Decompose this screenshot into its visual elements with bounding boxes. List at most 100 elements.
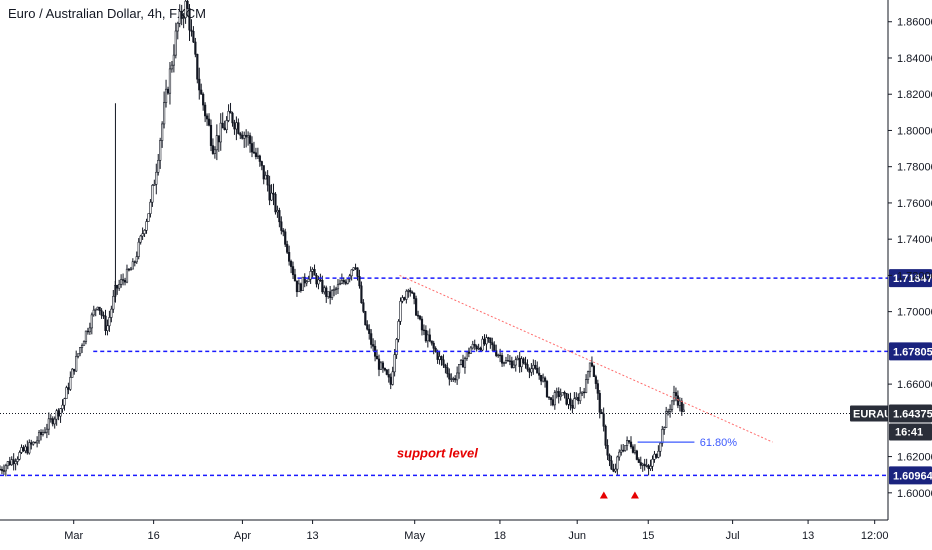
candle-body	[291, 266, 295, 275]
candle-body	[622, 449, 625, 452]
candle-body	[590, 362, 594, 367]
candle-body	[682, 409, 685, 412]
candle-body	[485, 337, 488, 345]
candle-body	[649, 465, 652, 469]
candle-body	[319, 279, 322, 281]
candle-body	[92, 309, 95, 316]
candle-body	[475, 345, 478, 350]
candle-body	[448, 373, 451, 380]
candle-body	[245, 134, 248, 138]
candle-body	[172, 54, 175, 66]
candle-body	[73, 368, 76, 372]
candle-body	[166, 88, 170, 94]
candle-body	[493, 344, 496, 351]
candle-body	[616, 456, 619, 470]
candle-body	[436, 351, 439, 360]
candle-body	[219, 122, 222, 143]
candle-body	[231, 112, 234, 124]
candle-body	[192, 31, 195, 43]
candle-body	[477, 347, 480, 350]
candle-body	[82, 341, 86, 346]
candle-body	[391, 371, 394, 385]
candle-body	[270, 192, 273, 201]
candle-body	[540, 374, 543, 382]
chart-title: Euro / Australian Dollar, 4h, FXCM	[8, 6, 206, 21]
candle-body	[233, 122, 236, 130]
resistance-trendline	[399, 274, 773, 443]
candle-body	[440, 356, 443, 361]
candle-body	[260, 161, 263, 166]
candle-body	[612, 468, 615, 472]
candle-body	[655, 453, 658, 458]
candle-body	[352, 267, 355, 271]
candle-body	[626, 440, 629, 446]
candle-body	[289, 260, 293, 267]
candle-body	[217, 135, 220, 143]
candle-body	[643, 463, 646, 467]
candle-body	[645, 465, 648, 467]
candle-body	[243, 134, 246, 139]
candle-body	[497, 354, 500, 357]
candle-body	[178, 11, 181, 24]
candle-body	[274, 193, 277, 213]
candle-body	[395, 339, 398, 355]
candle-body	[532, 364, 535, 370]
candle-body	[680, 400, 683, 412]
candle-body	[538, 372, 541, 376]
candle-body	[413, 292, 416, 299]
candle-body	[65, 387, 68, 399]
candle-body	[186, 0, 189, 9]
candle-body	[397, 321, 400, 340]
candle-body	[258, 155, 261, 162]
candle-body	[278, 210, 281, 223]
y-tick-label: 1.70000	[897, 307, 932, 319]
candle-body	[293, 274, 297, 282]
candle-body	[205, 115, 209, 120]
candle-body	[549, 397, 553, 401]
candle-body	[174, 30, 177, 56]
candle-body	[678, 400, 681, 406]
candle-body	[100, 310, 103, 316]
candle-body	[8, 461, 11, 466]
candle-body	[295, 280, 299, 293]
candle-body	[596, 383, 599, 394]
candle-body	[545, 381, 549, 398]
candle-body	[211, 145, 215, 154]
candle-body	[303, 276, 306, 284]
candle-body	[514, 359, 517, 366]
candle-body	[116, 284, 119, 289]
bottom-marker-triangle	[630, 491, 639, 499]
candle-body	[96, 306, 99, 310]
candle-body	[127, 268, 131, 271]
candle-body	[321, 280, 324, 293]
candle-body	[600, 411, 603, 415]
candle-body	[620, 449, 623, 453]
candle-body	[608, 454, 611, 462]
candle-body	[36, 440, 39, 444]
candle-body	[196, 53, 199, 80]
y-tick-label: 1.74000	[897, 234, 932, 246]
candle-body	[372, 344, 375, 347]
candle-body	[569, 398, 572, 406]
candle-body	[94, 308, 97, 311]
candle-body	[375, 355, 379, 360]
candle-body	[510, 360, 513, 368]
candle-body	[209, 124, 213, 146]
candle-body	[401, 297, 404, 302]
candle-body	[225, 120, 228, 130]
x-tick-label: 13	[306, 530, 318, 542]
candle-body	[43, 431, 47, 434]
candle-body	[383, 367, 386, 371]
candle-body	[444, 364, 447, 368]
candle-body	[4, 465, 7, 472]
candle-body	[409, 290, 412, 293]
candle-body	[456, 372, 459, 381]
candle-body	[121, 279, 125, 281]
candle-body	[420, 318, 424, 331]
bottom-marker-triangle	[599, 491, 608, 499]
candle-body	[184, 0, 187, 18]
candle-body	[268, 184, 271, 201]
candle-body	[454, 378, 457, 381]
